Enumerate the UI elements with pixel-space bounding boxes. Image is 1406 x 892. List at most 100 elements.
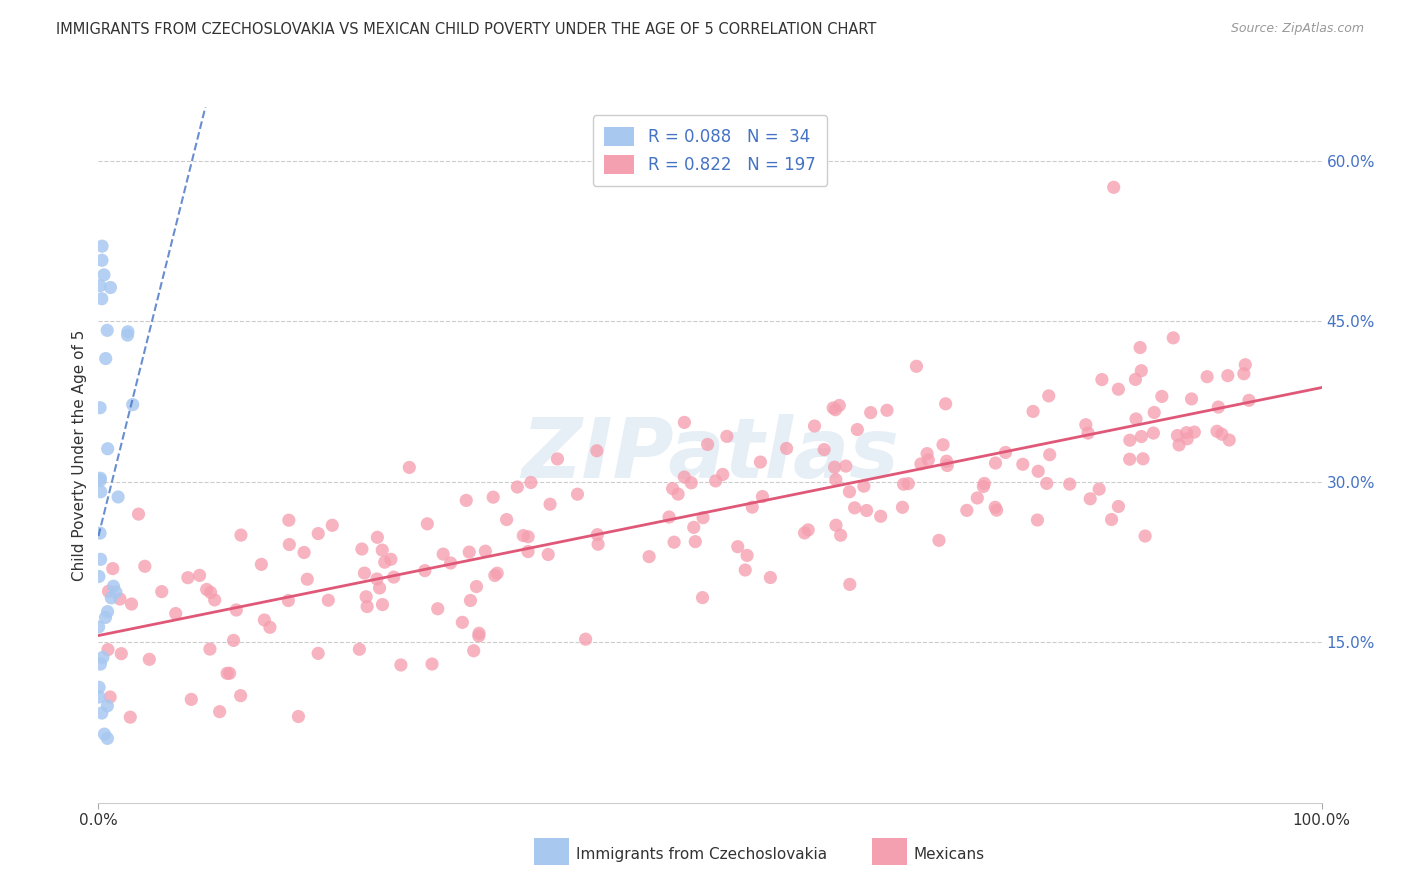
Point — [458, 545, 481, 559]
Point — [846, 423, 869, 437]
Point — [1161, 331, 1184, 345]
Point — [150, 584, 173, 599]
Point — [460, 593, 482, 607]
Point — [97, 605, 120, 619]
Point — [463, 644, 485, 658]
Point — [456, 493, 478, 508]
Point — [1026, 464, 1049, 478]
Point — [585, 443, 607, 458]
Point — [835, 459, 858, 474]
Point — [259, 620, 281, 634]
Point — [292, 545, 315, 559]
Point — [673, 470, 696, 484]
Point — [440, 556, 463, 570]
Point — [1233, 367, 1256, 381]
Point — [1074, 417, 1097, 432]
Point — [1026, 513, 1049, 527]
Point — [1038, 389, 1060, 403]
Point — [94, 610, 117, 624]
Point — [1088, 482, 1111, 496]
Point — [1182, 425, 1205, 439]
Point — [87, 690, 110, 704]
Point — [813, 442, 835, 457]
Point — [89, 657, 111, 672]
Point — [104, 585, 127, 599]
Point — [696, 437, 718, 451]
Point — [96, 698, 118, 713]
Point — [1101, 512, 1123, 526]
Point — [98, 690, 121, 704]
Point — [1166, 428, 1188, 442]
Point — [506, 480, 529, 494]
Point — [380, 552, 402, 566]
Point — [353, 566, 375, 580]
Point — [793, 525, 815, 540]
Point — [673, 416, 696, 430]
Point — [759, 570, 782, 584]
Point — [735, 549, 758, 563]
Point — [1130, 429, 1153, 443]
Point — [1107, 500, 1129, 514]
Point — [413, 564, 436, 578]
Point — [90, 484, 112, 499]
Point — [482, 490, 505, 504]
Point — [96, 323, 118, 337]
Point — [451, 615, 474, 630]
Point — [972, 479, 994, 493]
Point — [803, 419, 825, 434]
Point — [825, 518, 848, 533]
Point — [575, 632, 598, 647]
Point — [727, 540, 749, 554]
Point — [917, 453, 939, 467]
Point — [936, 458, 959, 473]
Point — [416, 516, 439, 531]
Point — [297, 572, 319, 586]
Point — [966, 491, 988, 505]
Point — [1208, 400, 1230, 414]
Point — [120, 710, 142, 724]
Point — [638, 549, 661, 564]
Point — [915, 447, 938, 461]
Point — [89, 526, 111, 541]
Point — [117, 325, 139, 339]
Point — [869, 509, 891, 524]
Point — [307, 646, 329, 660]
Point — [828, 399, 851, 413]
Point — [204, 593, 226, 607]
Point — [89, 401, 111, 415]
Point — [128, 507, 150, 521]
Point — [89, 471, 111, 485]
Point — [1216, 368, 1239, 383]
Point — [195, 582, 218, 597]
Point — [398, 460, 420, 475]
Point — [935, 397, 957, 411]
Point — [661, 482, 683, 496]
Point — [350, 542, 373, 557]
Point — [1143, 405, 1166, 419]
Point — [91, 650, 114, 665]
Point — [97, 642, 120, 657]
Point — [797, 523, 820, 537]
Point — [711, 467, 734, 482]
Point — [316, 593, 339, 607]
Point — [495, 512, 517, 526]
Point — [823, 401, 845, 415]
Point — [893, 477, 915, 491]
Point — [91, 253, 114, 268]
Point — [366, 530, 388, 544]
Point — [87, 569, 110, 583]
Point — [253, 613, 276, 627]
Point — [1133, 529, 1156, 543]
Point — [94, 351, 117, 366]
Point — [1150, 389, 1173, 403]
Point — [537, 548, 560, 562]
Point — [117, 328, 139, 343]
Point — [517, 530, 540, 544]
Point — [956, 503, 979, 517]
Point — [1118, 452, 1140, 467]
Point — [356, 599, 378, 614]
Point — [910, 457, 932, 471]
Point — [973, 476, 995, 491]
Point — [90, 552, 112, 566]
Point — [278, 537, 301, 551]
